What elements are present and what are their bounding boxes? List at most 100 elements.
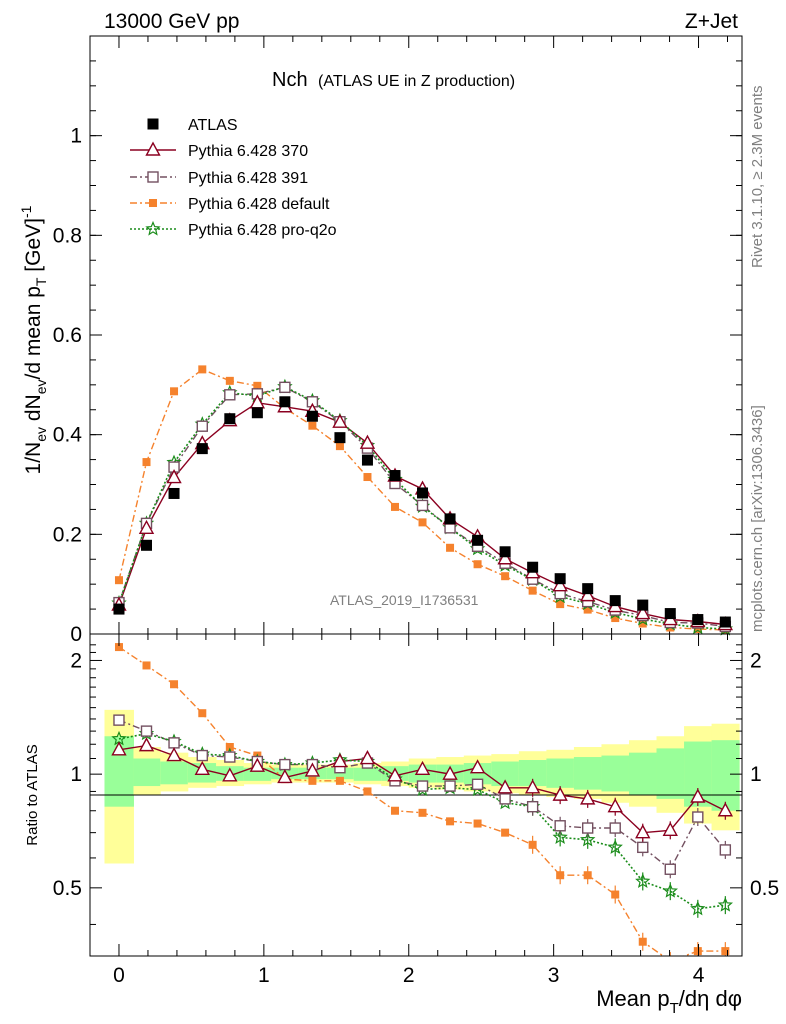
main-point-pdefault [418, 518, 427, 527]
main-point-pdefault [253, 381, 262, 390]
ratio-point-p391 [416, 780, 429, 792]
ratio-point-p391 [581, 822, 594, 834]
ratio-band-green [573, 757, 602, 790]
main-y-tick-label: 0.8 [53, 224, 82, 247]
ratio-point-pdefault [501, 828, 510, 837]
legend-marker-pq2o [145, 220, 161, 236]
legend-marker-atlas [147, 118, 159, 130]
main-point-atlas [692, 614, 704, 626]
main-point-atlas [361, 454, 373, 466]
main-point-atlas [527, 561, 539, 573]
main-y-tick-label: 1 [70, 125, 82, 148]
ratio-plot-frame [89, 633, 743, 957]
ratio-point-p370 [222, 767, 238, 782]
ratio-point-pq2o [662, 883, 678, 898]
ratio-point-pq2o [579, 831, 596, 847]
main-point-atlas [334, 432, 346, 444]
main-series-layer [111, 365, 734, 636]
main-point-atlas [113, 603, 125, 615]
main-point-p370 [138, 519, 155, 535]
ratio-point-p370 [387, 767, 403, 782]
ratio-band-green [160, 761, 189, 785]
main-point-pdefault [556, 600, 565, 609]
ratio-point-p391 [140, 725, 153, 737]
ratio-point-p391 [664, 863, 676, 875]
main-point-p391 [279, 381, 291, 394]
main-point-pdefault [446, 543, 455, 552]
ratio-point-p370 [277, 768, 293, 784]
ratio-point-p370 [469, 759, 486, 774]
main-point-pdefault [198, 365, 207, 374]
legend-label-p391: Pythia 6.428 391 [188, 170, 308, 187]
main-point-p370 [635, 605, 651, 620]
ratio-point-p370 [138, 737, 155, 752]
ratio-point-pdefault [335, 776, 344, 785]
ratio-point-pq2o [690, 900, 706, 916]
main-y-axis-label: 1/Nev dNev/d mean pT [GeV]-1 [18, 205, 49, 474]
main-point-pdefault [142, 458, 151, 467]
ratio-point-pdefault [666, 957, 674, 965]
main-point-pdefault [114, 576, 123, 585]
main-point-atlas [196, 443, 208, 455]
ratio-y-tick-label-left: 0.5 [53, 877, 82, 900]
ratio-point-pdefault [611, 890, 620, 899]
legend: ATLAS Pythia 6.428 370 Pythia 6.428 391 Pyt… [130, 117, 337, 239]
main-y-tick-label: 0.4 [53, 424, 83, 447]
ratio-point-pq2o [717, 897, 734, 912]
main-point-atlas [472, 534, 484, 546]
ratio-band-green [601, 755, 630, 792]
main-point-atlas [417, 487, 429, 499]
legend-label-atlas: ATLAS [188, 117, 238, 134]
ratio-point-p391 [224, 751, 236, 763]
ratio-band-green [463, 763, 492, 785]
ratio-point-p370 [249, 757, 266, 772]
x-tick-label: 0 [113, 964, 125, 987]
ratio-point-pdefault [721, 947, 730, 956]
main-point-pdefault [638, 619, 647, 628]
ratio-y-tick-label-right: 0.5 [750, 877, 779, 900]
main-point-p370 [497, 550, 513, 565]
main-point-atlas [444, 513, 456, 525]
ratio-band-green [546, 758, 575, 788]
ratio-point-p370 [332, 753, 348, 768]
main-chart-title: Nch [272, 69, 308, 91]
ratio-point-p391 [554, 820, 566, 832]
ratio-y-tick-label-right: 1 [750, 763, 762, 786]
ratio-point-pdefault [170, 680, 179, 689]
ratio-point-pdefault [583, 871, 592, 880]
main-point-p391 [224, 389, 236, 401]
analysis-watermark: ATLAS_2019_I1736531 [330, 592, 479, 608]
main-point-atlas [141, 539, 153, 551]
ratio-point-p391 [113, 714, 125, 726]
svg-text:1/Nev dNev/d mean pT [GeV]-1: 1/Nev dNev/d mean pT [GeV]-1 [18, 205, 49, 474]
ratio-point-p391 [609, 822, 621, 834]
x-tick-label: 4 [693, 964, 705, 987]
ratio-panel: 0.5 0.5 1 1 2 2 0 1 2 3 4 Ratio to ATLAS Mean pT/d… [24, 633, 779, 1017]
main-point-pdefault [335, 442, 344, 451]
ratio-point-pdefault [390, 806, 399, 815]
ratio-y-tick-label-left: 2 [70, 649, 82, 672]
main-point-p370 [552, 577, 568, 592]
main-point-pdefault [583, 605, 592, 614]
ratio-band-green [326, 767, 355, 780]
ratio-point-pdefault [473, 819, 482, 828]
ratio-point-p370 [607, 798, 623, 813]
ratio-point-p370 [166, 747, 182, 762]
rivet-label: Rivet 3.1.10, ≥ 2.3M events [749, 86, 766, 269]
ratio-band-green [656, 748, 685, 799]
ratio-point-pdefault [638, 937, 647, 946]
ratio-point-p370 [442, 765, 458, 780]
main-y-tick-label: 0.6 [53, 324, 82, 347]
main-point-atlas [609, 595, 621, 607]
ratio-point-pdefault [198, 709, 207, 718]
main-point-pdefault [611, 614, 620, 623]
main-axis-ticks: 0 0.2 0.4 0.6 0.8 1 [53, 35, 742, 646]
ratio-point-p370 [552, 786, 568, 801]
main-panel: 0 0.2 0.4 0.6 0.8 1 Nch (ATLAS UE in Z produc… [18, 35, 743, 646]
ratio-point-p370 [414, 760, 431, 775]
main-point-atlas [224, 413, 236, 425]
ratio-band-green [628, 752, 658, 796]
ratio-line-pq2o [118, 732, 726, 910]
main-line-p391 [118, 386, 726, 628]
ratio-series-layer [111, 643, 734, 965]
